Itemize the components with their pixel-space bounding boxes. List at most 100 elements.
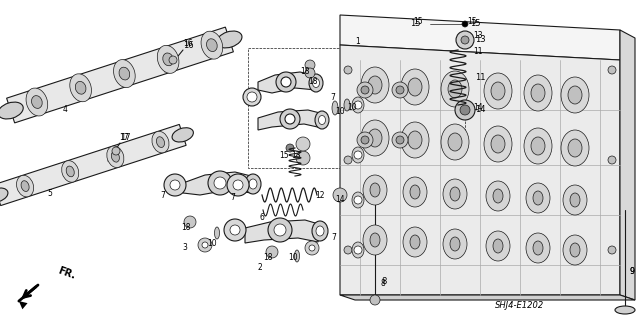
Text: 17: 17 xyxy=(120,133,131,143)
Ellipse shape xyxy=(172,128,193,142)
Ellipse shape xyxy=(408,131,422,149)
Ellipse shape xyxy=(370,183,380,197)
Circle shape xyxy=(280,109,300,129)
Text: 10: 10 xyxy=(207,240,217,249)
Circle shape xyxy=(243,88,261,106)
Circle shape xyxy=(214,177,226,189)
Text: 12: 12 xyxy=(316,191,324,201)
Ellipse shape xyxy=(312,78,319,87)
Text: 15: 15 xyxy=(410,19,420,28)
Ellipse shape xyxy=(163,53,173,66)
Circle shape xyxy=(296,137,310,151)
Text: 18: 18 xyxy=(308,78,317,86)
Polygon shape xyxy=(19,301,28,309)
Text: 3: 3 xyxy=(182,243,188,253)
Circle shape xyxy=(224,219,246,241)
Ellipse shape xyxy=(352,192,364,208)
Ellipse shape xyxy=(17,175,34,197)
Circle shape xyxy=(233,180,243,190)
Text: 9: 9 xyxy=(630,268,634,277)
Circle shape xyxy=(296,151,310,165)
Circle shape xyxy=(164,174,186,196)
Circle shape xyxy=(370,295,380,305)
Circle shape xyxy=(285,114,295,124)
Ellipse shape xyxy=(615,306,635,314)
Text: 7: 7 xyxy=(230,192,236,202)
Circle shape xyxy=(460,105,470,115)
Circle shape xyxy=(344,156,352,164)
Text: 16: 16 xyxy=(183,40,193,48)
Text: 8: 8 xyxy=(381,278,387,286)
Ellipse shape xyxy=(450,237,460,251)
Circle shape xyxy=(361,136,369,144)
Ellipse shape xyxy=(450,187,460,201)
Circle shape xyxy=(396,86,404,94)
Polygon shape xyxy=(340,295,635,300)
Ellipse shape xyxy=(31,96,42,108)
Text: FR.: FR. xyxy=(56,265,76,281)
Ellipse shape xyxy=(361,120,389,156)
Ellipse shape xyxy=(107,146,124,167)
Polygon shape xyxy=(183,172,255,195)
Circle shape xyxy=(333,188,347,202)
Ellipse shape xyxy=(245,174,261,194)
Circle shape xyxy=(230,225,240,235)
Ellipse shape xyxy=(561,130,589,166)
Text: 18: 18 xyxy=(263,254,273,263)
Text: 15: 15 xyxy=(413,18,423,26)
Text: 18: 18 xyxy=(300,68,310,77)
Polygon shape xyxy=(340,45,620,295)
Ellipse shape xyxy=(309,74,323,92)
Circle shape xyxy=(305,68,315,78)
Ellipse shape xyxy=(113,60,135,87)
Text: 1: 1 xyxy=(356,38,360,47)
Circle shape xyxy=(608,66,616,74)
Polygon shape xyxy=(245,220,322,243)
Text: 14: 14 xyxy=(473,103,483,113)
Ellipse shape xyxy=(568,139,582,157)
Text: 14: 14 xyxy=(335,196,345,204)
Ellipse shape xyxy=(363,225,387,255)
Ellipse shape xyxy=(484,73,512,109)
Text: 13: 13 xyxy=(473,32,483,41)
Ellipse shape xyxy=(410,235,420,249)
Ellipse shape xyxy=(76,81,86,94)
Ellipse shape xyxy=(533,191,543,205)
Text: 15: 15 xyxy=(279,151,289,160)
Ellipse shape xyxy=(21,181,29,191)
Circle shape xyxy=(608,246,616,254)
Bar xyxy=(248,48,358,168)
Circle shape xyxy=(305,241,319,255)
Ellipse shape xyxy=(531,137,545,155)
Ellipse shape xyxy=(403,177,427,207)
Ellipse shape xyxy=(491,135,505,153)
Ellipse shape xyxy=(403,227,427,257)
Ellipse shape xyxy=(217,31,242,48)
Ellipse shape xyxy=(156,137,164,147)
Text: 4: 4 xyxy=(63,106,67,115)
Text: 13: 13 xyxy=(475,35,485,44)
Circle shape xyxy=(354,151,362,159)
Ellipse shape xyxy=(319,115,326,124)
Ellipse shape xyxy=(408,78,422,96)
Circle shape xyxy=(274,224,286,236)
Text: 15: 15 xyxy=(467,18,477,26)
Ellipse shape xyxy=(443,179,467,209)
Ellipse shape xyxy=(493,189,503,203)
Ellipse shape xyxy=(486,231,510,261)
Ellipse shape xyxy=(66,166,74,177)
Circle shape xyxy=(247,92,257,102)
Ellipse shape xyxy=(61,161,79,182)
Text: 15: 15 xyxy=(470,19,480,28)
Ellipse shape xyxy=(249,179,257,189)
Ellipse shape xyxy=(526,233,550,263)
Ellipse shape xyxy=(448,133,462,151)
Ellipse shape xyxy=(152,131,169,153)
Ellipse shape xyxy=(441,71,469,107)
Text: 17: 17 xyxy=(119,133,129,143)
Circle shape xyxy=(184,216,196,228)
Circle shape xyxy=(354,196,362,204)
Text: 10: 10 xyxy=(347,103,357,113)
Circle shape xyxy=(455,100,475,120)
Ellipse shape xyxy=(368,76,382,94)
